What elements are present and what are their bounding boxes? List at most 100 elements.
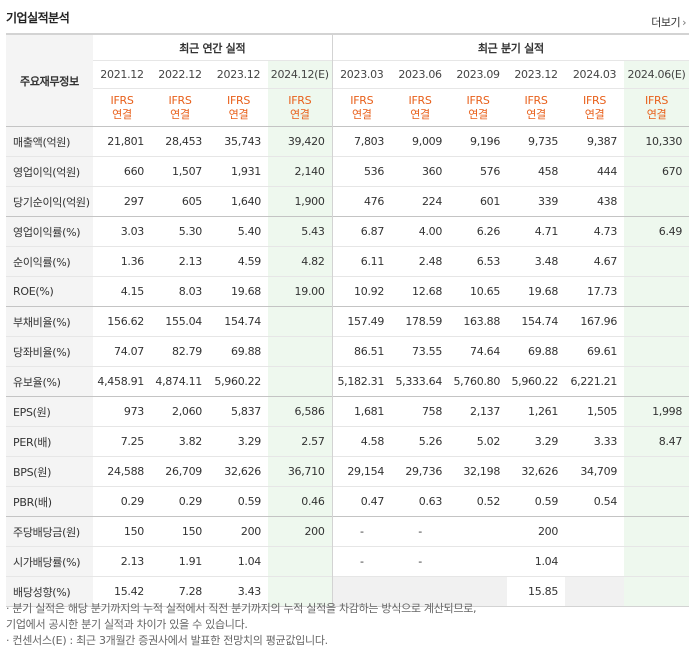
value-cell: 438 <box>565 186 625 217</box>
ifrs-consolidated: 연결 <box>170 107 190 121</box>
ifrs-consolidated: 연결 <box>351 107 372 121</box>
value-cell: 3.29 <box>507 426 566 457</box>
value-cell: 155.04 <box>151 306 209 337</box>
value-cell: 19.00 <box>268 276 333 307</box>
ifrs-standard: IFRS <box>466 93 490 107</box>
value-cell <box>449 576 508 607</box>
more-link[interactable]: 더보기 › <box>651 14 686 30</box>
value-cell: 5,960.22 <box>209 366 268 397</box>
value-cell: 1.36 <box>93 246 151 277</box>
value-cell: 1,505 <box>565 396 625 427</box>
value-cell: 0.29 <box>93 486 151 517</box>
row-label: 매출액(억원) <box>6 126 93 157</box>
value-cell: 5.30 <box>151 216 209 247</box>
value-cell: 1.91 <box>151 546 209 577</box>
value-cell: 3.43 <box>209 576 268 607</box>
value-cell: 156.62 <box>93 306 151 337</box>
value-cell: 6.53 <box>449 246 508 277</box>
value-cell <box>624 516 690 547</box>
value-cell: 2,140 <box>268 156 333 187</box>
value-cell: 536 <box>331 156 392 187</box>
period-header: 2022.12 <box>151 60 209 89</box>
financial-table-body: 매출액(억원) 21,801 28,453 35,743 39,420 7,803 9,00… <box>6 126 690 607</box>
ifrs-consolidated: 연결 <box>584 107 605 121</box>
value-cell: 150 <box>151 516 209 547</box>
value-cell <box>624 546 690 577</box>
period-header-row: 2021.12 2022.12 2023.12 2024.12(E) 2023.03 20… <box>6 60 690 89</box>
value-cell: 15.42 <box>93 576 151 607</box>
value-cell: 4.73 <box>565 216 625 247</box>
row-label: 당기순이익(억원) <box>6 186 93 217</box>
value-cell: 19.68 <box>209 276 268 307</box>
value-cell: 10,330 <box>624 126 690 157</box>
value-cell <box>268 336 333 367</box>
value-cell: 9,009 <box>391 126 450 157</box>
value-cell <box>565 516 625 547</box>
ifrs-standard: IFRS <box>168 93 192 107</box>
annual-group-header: 최근 연간 실적 <box>93 33 333 61</box>
value-cell: 6.26 <box>449 216 508 247</box>
ifrs-standard: IFRS <box>350 93 374 107</box>
value-cell: 476 <box>331 186 392 217</box>
value-cell: 3.33 <box>565 426 625 457</box>
value-cell: 758 <box>391 396 450 427</box>
period-header: 2024.12(E) <box>268 60 333 89</box>
value-cell <box>449 546 508 577</box>
value-cell: 4,874.11 <box>151 366 209 397</box>
value-cell: 5.43 <box>268 216 333 247</box>
value-cell: 360 <box>391 156 450 187</box>
row-label: 부채비율(%) <box>6 306 93 337</box>
value-cell: 2.48 <box>391 246 450 277</box>
period-header: 2023.06 <box>391 60 450 89</box>
value-cell: 0.59 <box>507 486 566 517</box>
ifrs-standard: IFRS <box>408 93 432 107</box>
value-cell: 9,387 <box>565 126 625 157</box>
value-cell: 200 <box>507 516 566 547</box>
value-cell <box>624 186 690 217</box>
period-header: 2023.09 <box>449 60 508 89</box>
footnotes: · 분기 실적은 해당 분기까지의 누적 실적에서 직전 분기까지의 누적 실적… <box>6 601 477 649</box>
value-cell: 4.00 <box>391 216 450 247</box>
row-label: 주당배당금(원) <box>6 516 93 547</box>
value-cell: - <box>391 546 450 577</box>
value-cell: 157.49 <box>331 306 392 337</box>
table-row: PBR(배) 0.29 0.29 0.59 0.46 0.47 0.63 0.52 0.59 0.… <box>6 486 690 517</box>
value-cell: 2.13 <box>93 546 151 577</box>
value-cell: 10.92 <box>331 276 392 307</box>
value-cell: 1,900 <box>268 186 333 217</box>
value-cell: 1.04 <box>209 546 268 577</box>
value-cell: 5,837 <box>209 396 268 427</box>
value-cell: 576 <box>449 156 508 187</box>
value-cell: 297 <box>93 186 151 217</box>
value-cell: 10.65 <box>449 276 508 307</box>
value-cell: 82.79 <box>151 336 209 367</box>
value-cell: 1,507 <box>151 156 209 187</box>
value-cell: 1,640 <box>209 186 268 217</box>
value-cell <box>624 336 690 367</box>
value-cell: 670 <box>624 156 690 187</box>
value-cell: 69.88 <box>209 336 268 367</box>
value-cell: 2.13 <box>151 246 209 277</box>
table-row: 순이익률(%) 1.36 2.13 4.59 4.82 6.11 2.48 6.53 3.48 4… <box>6 246 690 277</box>
value-cell: 2,137 <box>449 396 508 427</box>
row-label: 영업이익률(%) <box>6 216 93 247</box>
ifrs-label: IFRS 연결 <box>507 88 566 127</box>
row-label: ROE(%) <box>6 276 93 307</box>
value-cell: 4,458.91 <box>93 366 151 397</box>
value-cell: 178.59 <box>391 306 450 337</box>
value-cell: 36,710 <box>268 456 333 487</box>
value-cell: 660 <box>93 156 151 187</box>
value-cell: 28,453 <box>151 126 209 157</box>
value-cell: 6.49 <box>624 216 690 247</box>
value-cell: 29,154 <box>331 456 392 487</box>
ifrs-standard: IFRS <box>524 93 548 107</box>
table-row: 당기순이익(억원) 297 605 1,640 1,900 476 224 601 339 438 <box>6 186 690 217</box>
value-cell: 15.85 <box>507 576 566 607</box>
value-cell: 4.15 <box>93 276 151 307</box>
value-cell: 69.88 <box>507 336 566 367</box>
value-cell <box>624 306 690 337</box>
value-cell: 3.82 <box>151 426 209 457</box>
ifrs-consolidated: 연결 <box>228 107 249 121</box>
value-cell: 35,743 <box>209 126 268 157</box>
value-cell: 32,198 <box>449 456 508 487</box>
